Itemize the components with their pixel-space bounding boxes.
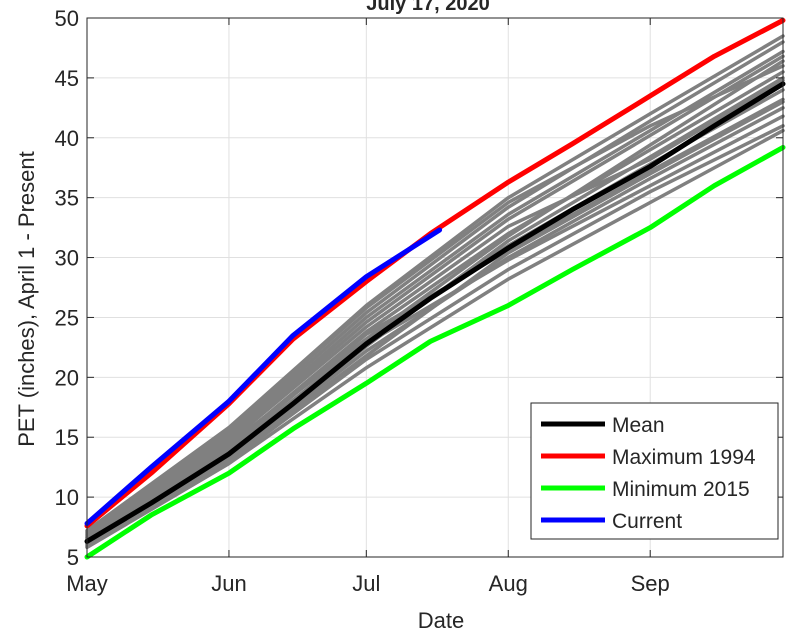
historical-year-line	[85, 124, 785, 547]
historical-year-line	[85, 59, 785, 540]
y-tick-label: 35	[55, 186, 79, 211]
x-tick-label: Aug	[489, 571, 528, 596]
historical-year-line	[85, 78, 785, 539]
x-axis-label: Date	[418, 608, 464, 633]
y-tick-label: 15	[55, 425, 79, 450]
y-tick-label: 20	[55, 365, 79, 390]
legend: Mean Maximum 1994 Minimum 2015 Current	[530, 402, 779, 540]
y-axis-ticks: 5 10 15 20 25 30 35 40 45 50	[55, 6, 783, 570]
y-tick-label: 25	[55, 305, 79, 330]
y-tick-label: 50	[55, 6, 79, 31]
legend-label: Mean	[612, 414, 665, 437]
historical-year-line	[85, 64, 785, 534]
y-tick-label: 10	[55, 485, 79, 510]
legend-label: Current	[612, 510, 682, 533]
legend-label: Maximum 1994	[612, 446, 756, 469]
historical-year-line	[85, 34, 785, 533]
historical-year-line	[85, 54, 785, 538]
chart-title: July 17, 2020	[366, 0, 489, 15]
plot-area-frame	[86, 17, 784, 558]
y-tick-label: 40	[55, 126, 79, 151]
series-line-mean	[84, 81, 786, 544]
x-tick-label: Jul	[352, 571, 380, 596]
series-line-current	[84, 227, 443, 526]
historical-year-line	[85, 128, 785, 550]
series-line-minimum-2015	[84, 144, 786, 560]
historical-year-line	[85, 40, 785, 535]
y-tick-label: 30	[55, 246, 79, 271]
x-tick-label: Jun	[211, 571, 246, 596]
legend-label: Minimum 2015	[612, 478, 750, 501]
x-tick-label: May	[66, 571, 108, 596]
y-axis-label: PET (inches), April 1 - Present	[14, 151, 39, 447]
y-tick-label: 45	[55, 66, 79, 91]
y-tick-label: 5	[67, 545, 79, 570]
historical-year-line	[85, 100, 785, 544]
x-axis-ticks: May Jun Jul Aug Sep	[66, 18, 670, 596]
highlighted-series	[84, 17, 786, 560]
x-tick-label: Sep	[631, 571, 670, 596]
